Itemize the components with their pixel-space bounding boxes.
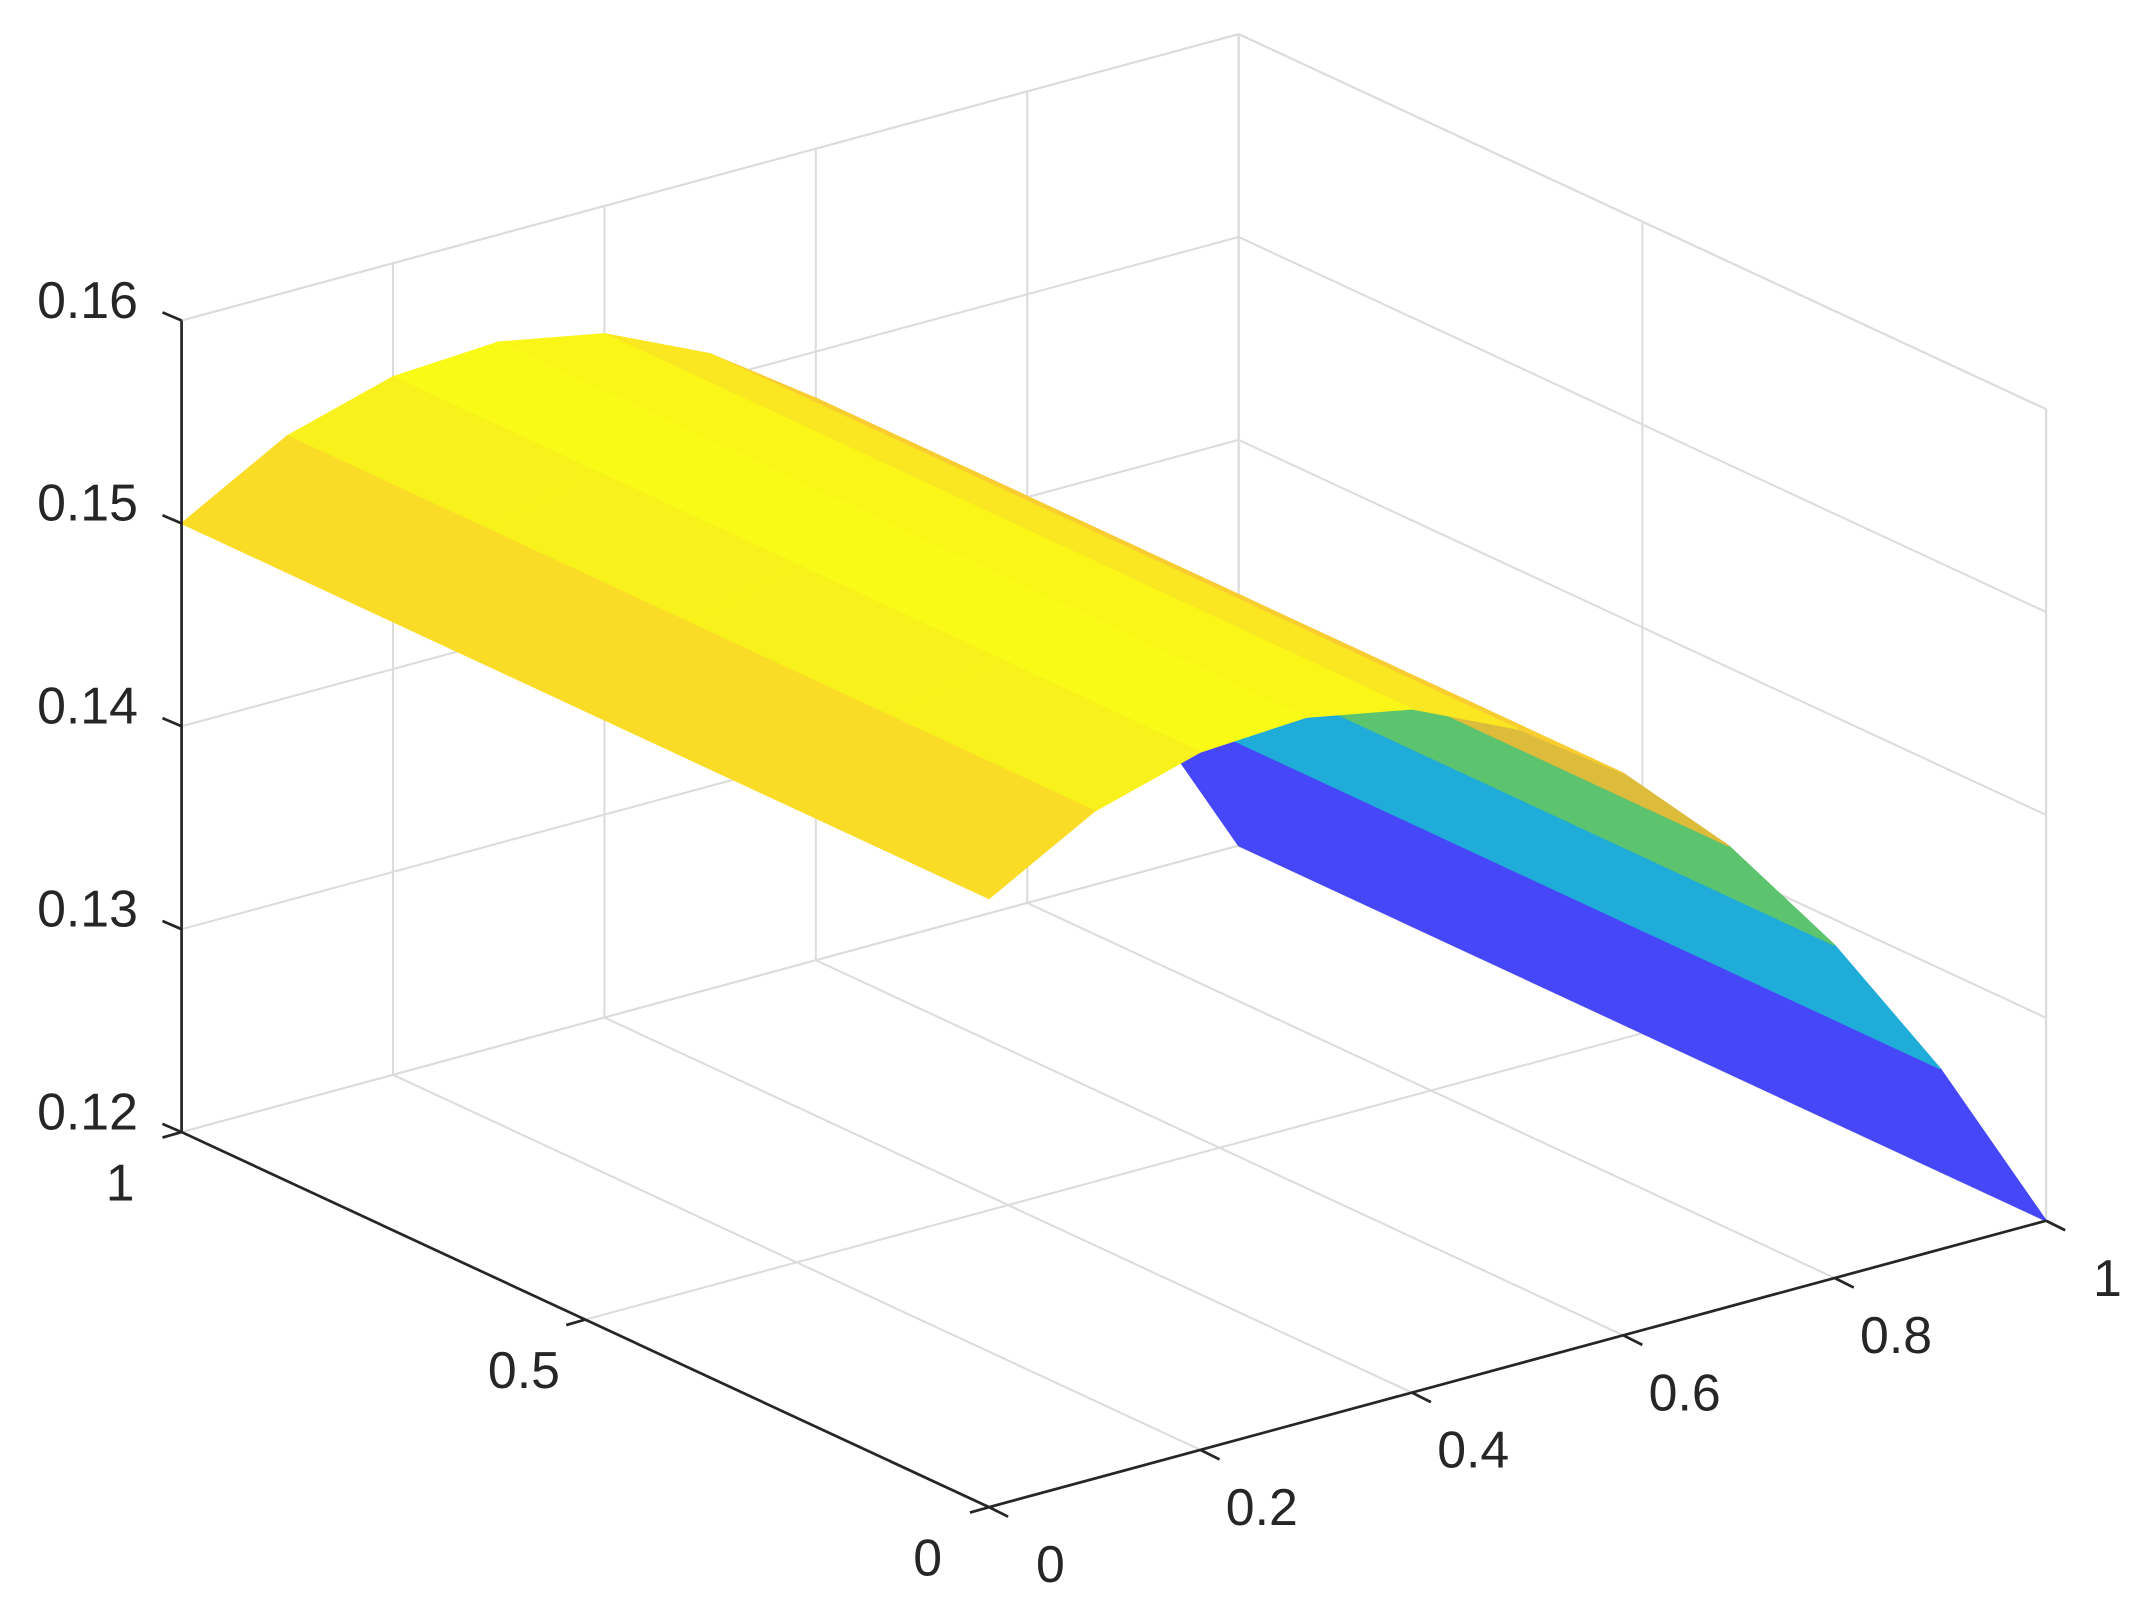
x-tick-label: 0.4 — [1437, 1421, 1509, 1479]
grid-line — [1238, 438, 2047, 816]
z-tick — [161, 919, 183, 931]
y-tick — [565, 1318, 586, 1327]
z-tick — [161, 311, 183, 322]
grid-line — [1238, 33, 2047, 411]
z-tick-label: 0.15 — [37, 474, 138, 532]
y-tick-label: 1 — [106, 1153, 135, 1211]
surface-patch — [785, 716, 1097, 900]
z-tick — [161, 716, 183, 728]
grid-line — [181, 33, 1239, 322]
x-tick-label: 0.6 — [1649, 1363, 1721, 1421]
x-tick — [2045, 1219, 2066, 1232]
y-tick — [162, 1130, 182, 1139]
x-tick-label: 1 — [2093, 1249, 2122, 1307]
x-axis — [988, 1219, 2047, 1509]
grid-line — [181, 844, 1239, 1134]
z-tick-label: 0.13 — [37, 880, 138, 938]
y-tick — [969, 1505, 990, 1514]
x-tick-label: 0.8 — [1860, 1306, 1932, 1364]
grid-line — [1238, 236, 2047, 613]
z-tick — [161, 513, 183, 525]
x-tick — [1199, 1448, 1221, 1461]
x-tick-label: 0.2 — [1226, 1478, 1298, 1536]
z-tick-label: 0.12 — [37, 1082, 138, 1140]
grid-line — [585, 1032, 1643, 1321]
z-tick — [161, 1122, 183, 1134]
y-tick-label: 0 — [913, 1528, 942, 1586]
x-tick — [1622, 1334, 1643, 1347]
z-tick-label: 0.14 — [37, 677, 138, 735]
x-tick — [988, 1505, 1009, 1518]
x-tick-label: 0 — [1036, 1535, 1065, 1593]
y-tick-label: 0.5 — [488, 1341, 560, 1399]
z-tick-label: 0.16 — [37, 271, 138, 329]
x-tick — [1834, 1276, 1855, 1289]
x-tick — [1411, 1391, 1432, 1404]
